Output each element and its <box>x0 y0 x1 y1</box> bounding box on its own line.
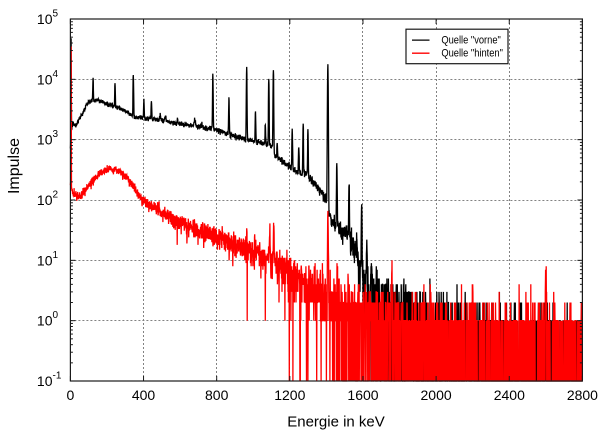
svg-text:-1: -1 <box>53 371 62 382</box>
svg-text:1600: 1600 <box>347 387 378 403</box>
svg-text:1: 1 <box>53 250 59 261</box>
svg-text:10: 10 <box>37 192 53 208</box>
svg-text:10: 10 <box>37 252 53 268</box>
svg-text:2: 2 <box>53 190 59 201</box>
svg-text:2000: 2000 <box>421 387 452 403</box>
svg-text:3: 3 <box>53 129 59 140</box>
svg-text:5: 5 <box>53 9 59 20</box>
svg-text:0: 0 <box>67 387 75 403</box>
svg-text:1200: 1200 <box>274 387 305 403</box>
svg-text:0: 0 <box>53 310 59 321</box>
svg-text:4: 4 <box>53 69 59 80</box>
svg-text:Quelle "vorne": Quelle "vorne" <box>441 35 501 47</box>
svg-text:2400: 2400 <box>494 387 525 403</box>
svg-text:Quelle "hinten": Quelle "hinten" <box>441 48 503 60</box>
svg-text:2800: 2800 <box>567 387 598 403</box>
svg-text:Impulse: Impulse <box>6 138 23 194</box>
svg-text:Energie in keV: Energie in keV <box>287 414 385 431</box>
svg-text:10: 10 <box>37 11 53 27</box>
svg-text:800: 800 <box>205 387 229 403</box>
svg-text:400: 400 <box>132 387 156 403</box>
svg-text:10: 10 <box>37 373 53 389</box>
svg-text:10: 10 <box>37 132 53 148</box>
svg-text:10: 10 <box>37 71 53 87</box>
svg-text:10: 10 <box>37 313 53 329</box>
